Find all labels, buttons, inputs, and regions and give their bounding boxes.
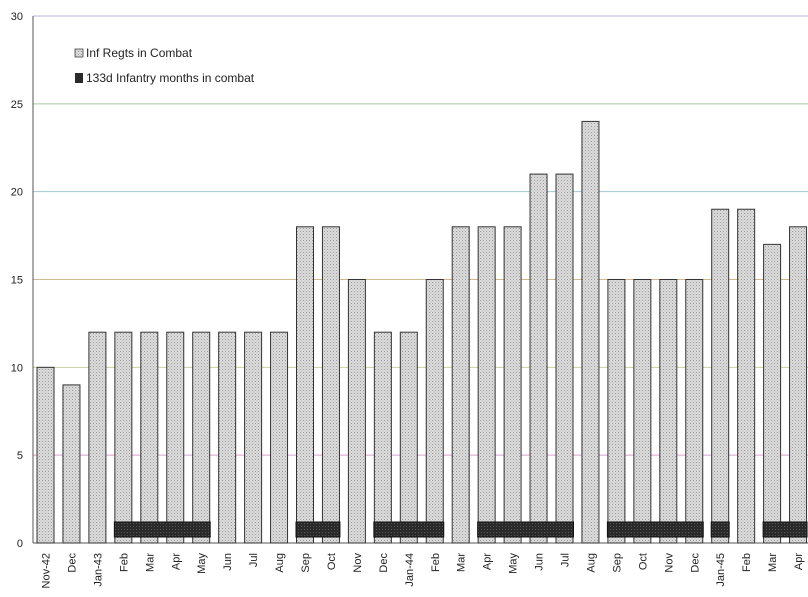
combat-markers (113, 521, 808, 538)
bar-inf-regts (192, 331, 211, 544)
gridlines (32, 15, 808, 544)
x-tick-label: Apr (482, 553, 494, 570)
x-tick-label: Jan-43 (92, 553, 104, 587)
x-tick-label: Aug (274, 553, 286, 573)
bar-inf-regts (737, 208, 756, 544)
legend-label-133d-infantry: 133d Infantry months in combat (86, 71, 255, 85)
bar-inf-regts (321, 226, 340, 544)
x-tick-label: Jan-44 (404, 553, 416, 587)
x-tick-label: Feb (118, 553, 130, 572)
x-tick-label: Dec (66, 553, 78, 573)
bar-inf-regts (607, 279, 626, 544)
bar-inf-regts (373, 331, 392, 544)
y-tick-label: 20 (11, 187, 23, 199)
combat-marker (606, 521, 704, 538)
y-tick-label: 25 (11, 99, 23, 111)
x-tick-label: Sep (300, 553, 312, 573)
bar-inf-regts (581, 120, 600, 544)
combat-marker (113, 521, 211, 538)
legend-swatch-inf-regts (74, 48, 84, 58)
bar-inf-regts (763, 243, 782, 544)
bar-inf-regts (659, 279, 678, 544)
x-tick-label: Nov (663, 553, 675, 573)
bar-inf-regts (347, 279, 366, 544)
bar-inf-regts (555, 173, 574, 544)
x-tick-label: Jun (222, 553, 234, 571)
y-axis-ticks: 0 5 10 15 20 25 30 (11, 11, 23, 550)
bar-inf-regts (166, 331, 185, 544)
bar-inf-regts (296, 226, 314, 544)
x-tick-label: Jul (248, 553, 260, 567)
combat-marker (477, 521, 574, 538)
bar-inf-regts (529, 173, 548, 544)
x-tick-label: Dec (689, 553, 701, 573)
bar-inf-regts (62, 384, 81, 544)
x-tick-label: Oct (326, 553, 338, 570)
x-tick-label: Aug (585, 553, 597, 573)
y-tick-label: 0 (17, 538, 23, 550)
x-tick-label: Nov-42 (41, 553, 53, 588)
y-tick-label: 15 (11, 275, 23, 287)
combat-marker (373, 521, 445, 538)
x-tick-label: Dec (378, 553, 390, 573)
bar-inf-regts (503, 226, 522, 544)
x-tick-label: Sep (611, 553, 623, 573)
bar-inf-regts (685, 279, 704, 544)
bar-inf-regts (425, 279, 444, 544)
bar-inf-regts (711, 208, 730, 544)
bar-inf-regts (244, 331, 263, 544)
x-tick-label: Jan-45 (715, 553, 727, 587)
x-tick-label: Mar (144, 553, 156, 572)
x-tick-label: Apr (793, 553, 805, 570)
legend: Inf Regts in Combat 133d Infantry months… (74, 46, 255, 85)
combat-marker (710, 521, 730, 538)
legend-label-inf-regts: Inf Regts in Combat (86, 46, 193, 60)
bar-inf-regts (36, 366, 55, 544)
bar-inf-regts (633, 279, 652, 544)
y-tick-label: 10 (11, 362, 23, 374)
combat-marker (295, 521, 341, 538)
x-tick-label: Nov (352, 553, 364, 573)
x-tick-label: Apr (170, 553, 182, 570)
legend-swatch-133d-infantry (75, 73, 83, 83)
bar-inf-regts (114, 331, 133, 544)
bar-inf-regts (140, 331, 159, 544)
bars (36, 120, 808, 544)
x-tick-label: Oct (637, 553, 649, 570)
x-tick-label: Jun (534, 553, 546, 571)
x-tick-label: Mar (456, 553, 468, 572)
y-tick-label: 5 (17, 450, 23, 462)
y-tick-label: 30 (11, 11, 23, 23)
bar-inf-regts (270, 331, 289, 544)
x-tick-label: Feb (430, 553, 442, 572)
x-tick-label: May (508, 553, 520, 574)
x-tick-label: Mar (767, 553, 779, 572)
x-tick-label: May (196, 553, 208, 574)
x-tick-label: Feb (741, 553, 753, 572)
bar-inf-regts (477, 226, 496, 544)
bar-inf-regts (789, 226, 808, 544)
bar-inf-regts (88, 331, 107, 544)
x-tick-label: Jul (560, 553, 572, 567)
x-axis-ticks: Nov-42 Dec Jan-43 Feb Mar Apr May Jun Jul Aug Sep O… (41, 553, 806, 589)
bar-inf-regts (218, 331, 237, 544)
bar-inf-regts (451, 226, 470, 544)
combat-marker (762, 521, 808, 538)
bar-inf-regts (399, 331, 418, 544)
